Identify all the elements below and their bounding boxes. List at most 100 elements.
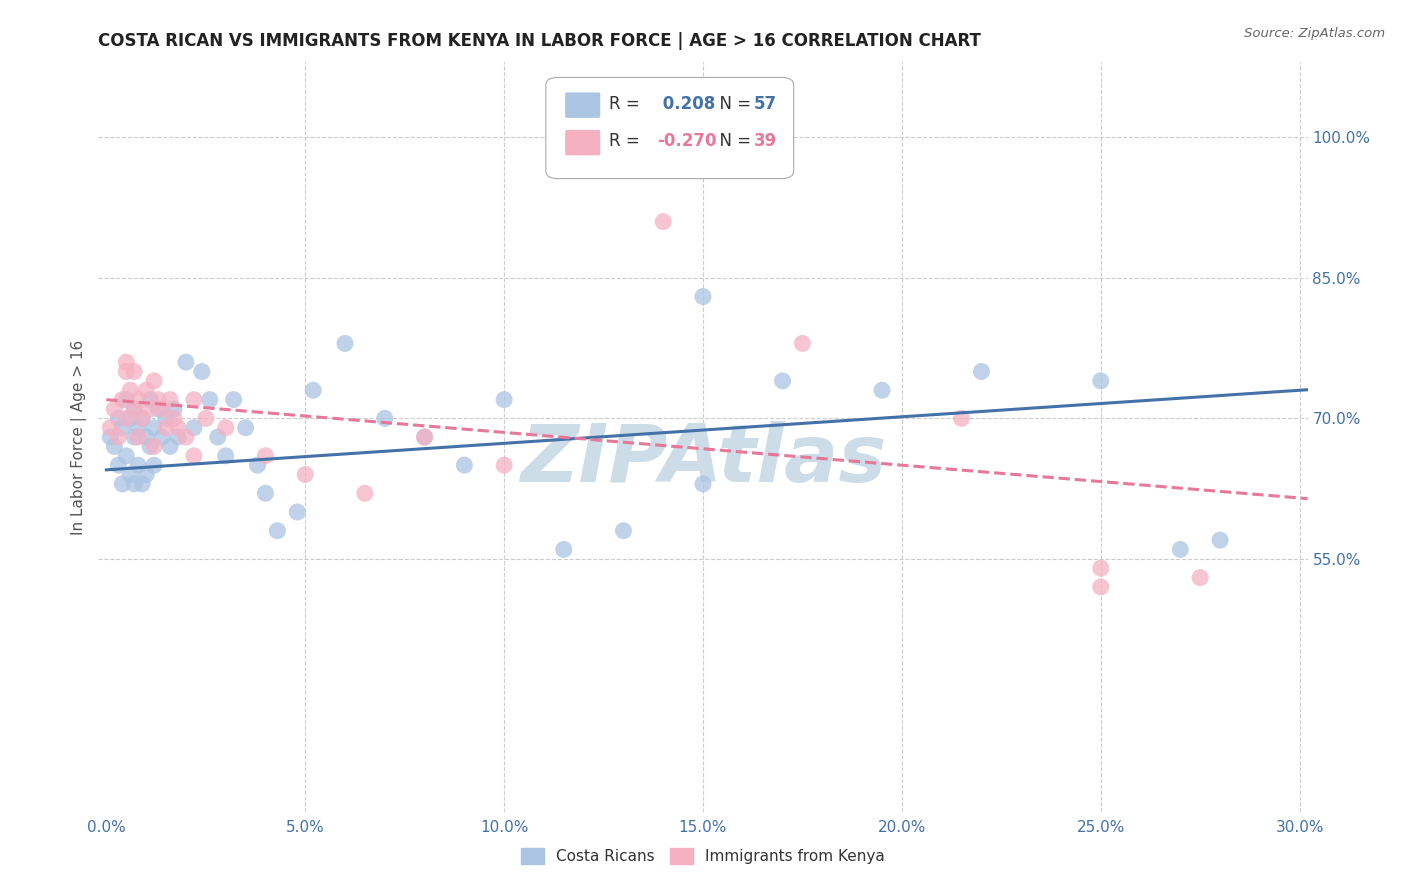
Point: [374, 411, 396, 425]
Point: [150, 401, 173, 416]
Point: [115, 392, 138, 407]
Point: [354, 486, 377, 500]
Point: [115, 355, 138, 369]
Point: [155, 411, 177, 425]
Point: [1090, 374, 1112, 388]
Point: [215, 449, 238, 463]
Point: [453, 458, 475, 473]
Point: [183, 449, 205, 463]
Point: [870, 384, 893, 398]
Text: N =: N =: [709, 132, 756, 150]
Point: [174, 355, 197, 369]
Text: 57: 57: [754, 95, 778, 112]
Point: [155, 421, 177, 435]
Point: [127, 421, 149, 435]
Point: [207, 430, 229, 444]
Point: [103, 401, 125, 416]
Point: [127, 458, 149, 473]
Point: [120, 384, 142, 398]
Point: [139, 439, 162, 453]
Point: [167, 430, 190, 444]
Point: [122, 365, 145, 379]
Point: [120, 467, 142, 482]
Point: [254, 449, 277, 463]
Point: [950, 411, 973, 425]
Point: [131, 411, 153, 425]
Point: [191, 365, 214, 379]
Text: Source: ZipAtlas.com: Source: ZipAtlas.com: [1244, 27, 1385, 40]
Point: [692, 476, 714, 491]
Point: [413, 430, 436, 444]
Point: [266, 524, 288, 538]
Point: [1090, 561, 1112, 575]
Text: R =: R =: [609, 132, 645, 150]
Point: [254, 486, 277, 500]
Point: [333, 336, 356, 351]
Point: [159, 392, 181, 407]
Point: [143, 439, 166, 453]
Point: [146, 392, 169, 407]
Point: [115, 365, 138, 379]
Point: [98, 421, 121, 435]
Point: [246, 458, 269, 473]
Point: [294, 467, 316, 482]
Point: [194, 411, 217, 425]
Point: [122, 430, 145, 444]
Point: [183, 392, 205, 407]
Point: [120, 411, 142, 425]
Point: [131, 476, 153, 491]
Point: [143, 458, 166, 473]
Point: [970, 365, 993, 379]
Legend: Costa Ricans, Immigrants from Kenya: Costa Ricans, Immigrants from Kenya: [513, 840, 893, 871]
Point: [122, 476, 145, 491]
Point: [127, 392, 149, 407]
Point: [167, 421, 190, 435]
Point: [174, 430, 197, 444]
Point: [553, 542, 575, 557]
Y-axis label: In Labor Force | Age > 16: In Labor Force | Age > 16: [72, 340, 87, 534]
Point: [1209, 533, 1232, 547]
Point: [135, 384, 157, 398]
Text: ZIPAtlas: ZIPAtlas: [520, 420, 886, 499]
Point: [103, 439, 125, 453]
Text: -0.270: -0.270: [657, 132, 717, 150]
Point: [772, 374, 794, 388]
Point: [107, 430, 129, 444]
Text: COSTA RICAN VS IMMIGRANTS FROM KENYA IN LABOR FORCE | AGE > 16 CORRELATION CHART: COSTA RICAN VS IMMIGRANTS FROM KENYA IN …: [98, 32, 981, 50]
Point: [198, 392, 221, 407]
Point: [612, 524, 634, 538]
Point: [215, 421, 238, 435]
Point: [98, 430, 121, 444]
Text: 0.208: 0.208: [657, 95, 716, 112]
Text: R =: R =: [609, 95, 645, 112]
Point: [135, 467, 157, 482]
Point: [159, 439, 181, 453]
Point: [1189, 571, 1212, 585]
Point: [494, 458, 516, 473]
Point: [163, 401, 186, 416]
Text: N =: N =: [709, 95, 756, 112]
Point: [111, 392, 134, 407]
Point: [122, 401, 145, 416]
Text: 39: 39: [754, 132, 778, 150]
Point: [302, 384, 325, 398]
Point: [111, 476, 134, 491]
Point: [235, 421, 257, 435]
Point: [107, 411, 129, 425]
Point: [143, 421, 166, 435]
FancyBboxPatch shape: [565, 93, 600, 118]
Point: [135, 430, 157, 444]
Point: [222, 392, 245, 407]
Point: [127, 430, 149, 444]
Point: [131, 411, 153, 425]
Point: [115, 411, 138, 425]
Point: [150, 430, 173, 444]
Point: [139, 401, 162, 416]
Point: [494, 392, 516, 407]
Point: [285, 505, 308, 519]
Point: [163, 411, 186, 425]
Point: [146, 401, 169, 416]
Point: [652, 214, 675, 228]
Point: [111, 421, 134, 435]
Point: [115, 449, 138, 463]
